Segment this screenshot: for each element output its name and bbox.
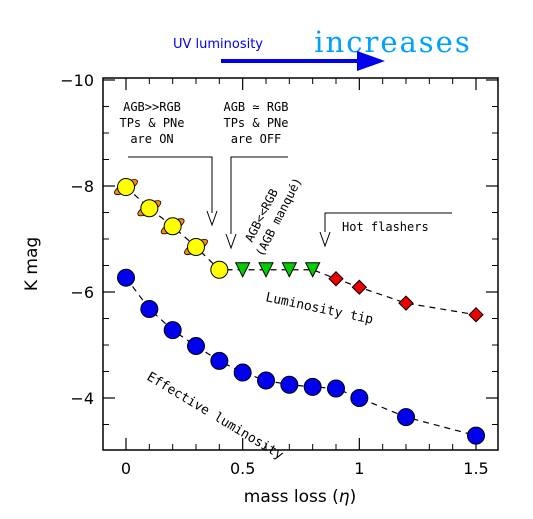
x-axis-label-text: mass loss (: [244, 487, 339, 507]
data-point: [351, 279, 368, 295]
data-point: [258, 262, 274, 278]
plot-frame: [102, 77, 499, 451]
x-axis: 0 0.5 1 1.5: [121, 78, 489, 478]
annotation-agb-on-line1: AGB>>RGB: [123, 100, 181, 114]
x-tick-label: 1: [354, 459, 364, 478]
data-point: [210, 351, 229, 370]
data-point: [234, 262, 251, 278]
data-point: [328, 271, 344, 287]
data-point: [163, 217, 182, 236]
uv-arrow-head: [357, 51, 385, 71]
data-point: [304, 262, 321, 278]
annotation-hot-flashers: Hot flashers: [342, 220, 429, 234]
data-point: [398, 295, 414, 311]
data-point: [303, 377, 322, 396]
bracket-arrowheads: [206, 210, 331, 250]
uv-big-label: increases: [314, 25, 471, 59]
data-point: [280, 375, 299, 394]
uv-header: UV luminosity increases: [173, 25, 471, 71]
annotation-agb-on-line2: TPs & PNe: [119, 116, 184, 130]
annotation-agb-on-line3: are ON: [130, 132, 173, 146]
y-tick-label: −10: [60, 71, 94, 90]
data-point: [140, 199, 159, 218]
data-point: [281, 262, 298, 278]
series-line-luminosity-tip: [125, 186, 477, 316]
y-axis: −4 −6 −8 −10: [60, 71, 498, 425]
x-tick-label: 0.5: [230, 459, 255, 478]
annotation-agb-off-line3: are OFF: [231, 132, 282, 146]
x-tick-label: 0: [121, 459, 131, 478]
data-point: [187, 337, 205, 356]
arrowhead-agb-on: [206, 210, 218, 227]
annotation-agb-off: AGB ≃ RGB TPs & PNe are OFF: [223, 100, 288, 146]
bracket-lines: [128, 156, 452, 234]
x-axis-label: mass loss (η): [244, 487, 356, 507]
uv-small-label: UV luminosity: [173, 37, 263, 52]
y-tick-label: −4: [70, 389, 94, 408]
data-point: [233, 363, 252, 382]
annotation-agb-on: AGB>>RGB TPs & PNe are ON: [119, 100, 184, 146]
data-point: [163, 321, 182, 340]
data-point: [397, 408, 415, 427]
annotation-agb-off-line2: TPs & PNe: [223, 116, 288, 130]
data-point: [187, 237, 205, 256]
y-tick-label: −6: [70, 283, 94, 302]
data-point: [117, 178, 135, 197]
arrowhead-hot-flashers: [319, 231, 331, 248]
annotation-agb-manque: AGB<<RGB (AGB manqué): [242, 175, 304, 259]
y-tick-label: −8: [70, 177, 94, 196]
data-point: [210, 260, 229, 279]
x-tick-label: 1.5: [463, 459, 488, 478]
arrowhead-agb-off: [225, 233, 237, 250]
bracket-hot-flashers: [324, 212, 452, 232]
series-layer: [114, 178, 485, 445]
data-point: [140, 299, 159, 318]
data-point: [467, 426, 485, 445]
data-point: [117, 268, 135, 287]
data-point: [468, 307, 484, 323]
data-point: [327, 379, 345, 398]
x-axis-label-close: ): [350, 487, 357, 507]
annotation-agb-off-line1: AGB ≃ RGB: [223, 100, 288, 114]
label-luminosity-tip: Luminosity tip: [264, 290, 374, 327]
data-point: [350, 389, 369, 407]
bracket-agb-off: [230, 156, 288, 234]
x-axis-label-symbol: η: [339, 487, 350, 507]
data-point: [257, 371, 275, 390]
y-axis-label: K mag: [22, 237, 42, 291]
bracket-agb-on: [128, 156, 213, 213]
